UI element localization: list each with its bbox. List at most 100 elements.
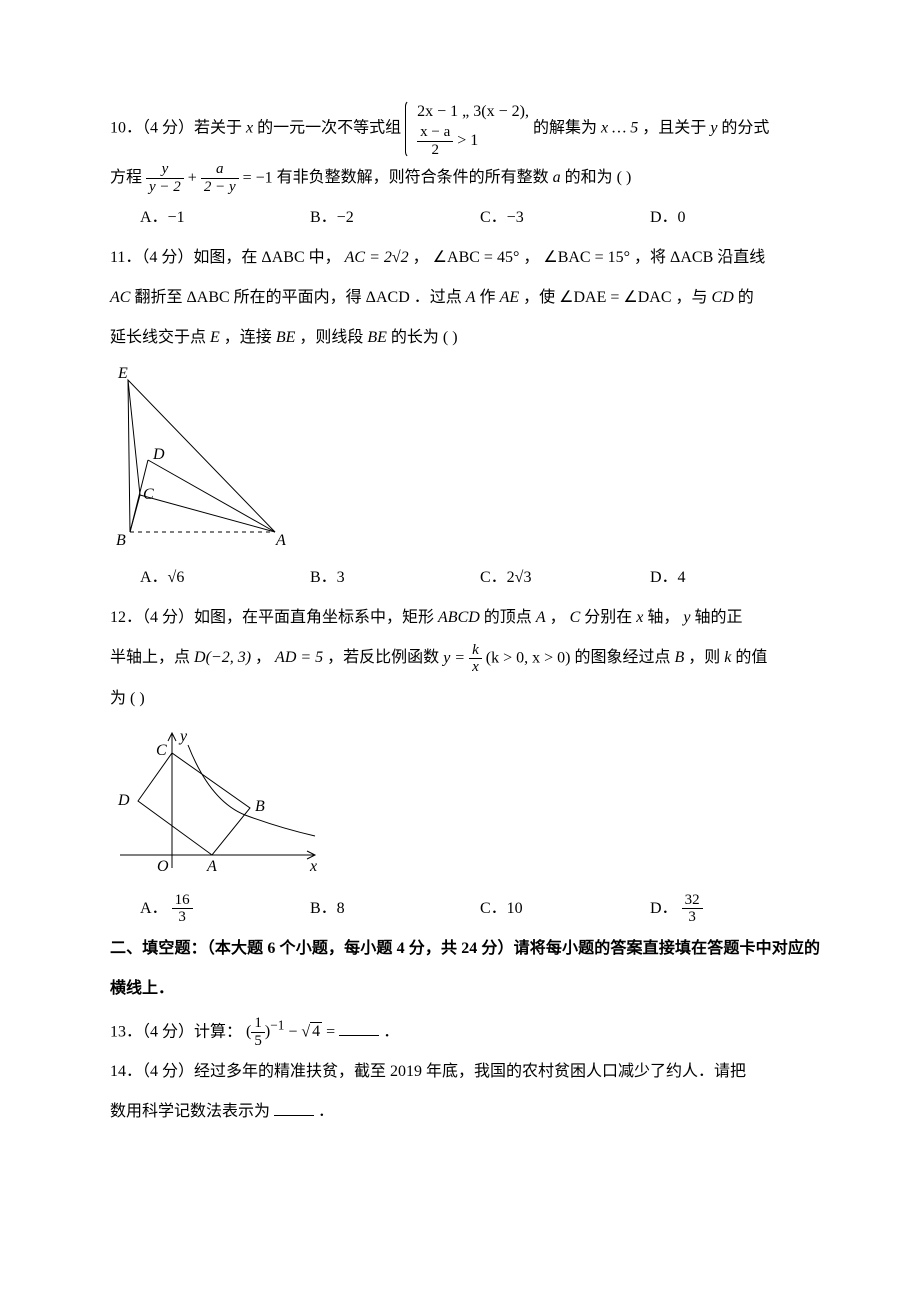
q10-prefix: 10．（4 分）若关于 <box>110 120 242 137</box>
q12-opt-d-pre: D． <box>650 900 678 917</box>
q12-label-B: B <box>255 798 265 815</box>
q13-exp: −1 <box>270 1018 284 1033</box>
q11-l2e: 作 <box>480 289 496 306</box>
q12-C: C <box>570 609 581 626</box>
q14-line2: 数用科学记数法表示为 ． <box>110 1092 820 1132</box>
q12-D: D(−2, 3) <box>194 649 251 666</box>
q11-l1a: 11．（4 分）如图，在 <box>110 249 257 266</box>
q11-edge-CA <box>140 495 275 532</box>
q12-rect-shape <box>138 753 250 855</box>
q11-tri1: ΔABC <box>261 249 304 266</box>
q10-cases-rel: > 1 <box>457 132 478 149</box>
q12-l2b: ， <box>255 649 271 666</box>
q12-opt-b: B．8 <box>310 889 480 929</box>
q12-opt-d-den: 3 <box>682 909 703 926</box>
q11-tri3: ΔABC <box>186 289 229 306</box>
q12-rect: ABCD <box>438 609 480 626</box>
q12-fn-frac: k x <box>469 642 482 676</box>
q12-label-A: A <box>206 858 217 875</box>
q12-options: A． 16 3 B．8 C．10 D． 32 3 <box>110 889 820 929</box>
q11-seg4: BE <box>367 329 387 346</box>
q11-edge-BEA <box>128 380 275 532</box>
q12-label-D: D <box>117 792 130 809</box>
q10-mid2: 的解集为 <box>533 120 597 137</box>
q12-l1b: 的顶点 <box>484 609 532 626</box>
q10-eq: = −1 <box>243 169 273 186</box>
q11-l2d: ．过点 <box>414 289 462 306</box>
q12-k: k <box>724 649 731 666</box>
q11-label-B: B <box>116 532 126 549</box>
q12-B: B <box>674 649 684 666</box>
q12-l1c: 分别在 <box>584 609 632 626</box>
q11-opt-d: D．4 <box>650 558 820 598</box>
q12-curve <box>188 745 315 836</box>
q11-l2g: ，与 <box>676 289 708 306</box>
q10-mid1: 的一元一次不等式组 <box>257 120 401 137</box>
q12-ax-x: x <box>636 609 643 626</box>
q10-plus: + <box>188 169 197 186</box>
q11-label-E: E <box>117 365 128 382</box>
q10-cases-frac: x − a 2 <box>417 124 453 158</box>
q12-fn-num: k <box>469 642 482 660</box>
q11-opt-c: C．2√3 <box>480 558 650 598</box>
q13-blank <box>339 1019 379 1036</box>
q12-l2f: 的值 <box>735 649 767 666</box>
q12-opt-a-den: 3 <box>172 909 193 926</box>
q12-opt-d-frac: 32 3 <box>682 892 703 926</box>
q13-eq: = <box>326 1023 335 1040</box>
q10-cond: x … 5 <box>601 120 638 137</box>
q13-tail: ． <box>383 1023 399 1040</box>
q12-figure: y C D B O A x <box>110 723 330 883</box>
q11-label-D: D <box>152 446 165 463</box>
q11-l2b: 翻折至 <box>134 289 182 306</box>
q10-opt-c: C．−3 <box>480 198 650 238</box>
q14-blank <box>274 1099 314 1116</box>
q11-l1c: ，将 <box>634 249 666 266</box>
q10-opt-b: B．−2 <box>310 198 480 238</box>
q12-fnpre: y = <box>443 650 465 667</box>
q12-ax-y: y <box>683 609 690 626</box>
q11-eq1: AC = 2√2 <box>345 249 409 266</box>
q11-eq3: ∠BAC = 15° <box>543 249 630 266</box>
q11-ptE: E <box>210 329 220 346</box>
q11-l2h: 的 <box>738 289 754 306</box>
q13: 13．（4 分）计算： ( 1 5 )−1 − √4 = ． <box>110 1009 820 1053</box>
q11-l1b: 中， <box>309 249 341 266</box>
q12-opt-a: A． 16 3 <box>140 889 310 929</box>
q10-x: x <box>246 120 253 137</box>
q12-l2a: 半轴上，点 <box>110 649 190 666</box>
q12-l1a: 12．（4 分）如图，在平面直角坐标系中，矩形 <box>110 609 434 626</box>
q11-seg1: AE <box>500 289 520 306</box>
q10-line2b: 有非负整数解，则符合条件的所有整数 <box>277 169 549 186</box>
q12-opt-d: D． 32 3 <box>650 889 820 929</box>
q10-opt-d: D．0 <box>650 198 820 238</box>
q12-A: A <box>536 609 546 626</box>
q10-frac2: a 2 − y <box>201 161 239 195</box>
q12-line2: 半轴上，点 D(−2, 3) ， AD = 5 ，若反比例函数 y = k x … <box>110 638 820 678</box>
q11-edge-EC <box>128 380 140 495</box>
q11-options: A．√6 B．3 C．2√3 D．4 <box>110 558 820 598</box>
q12-l1d: 轴， <box>647 609 679 626</box>
q11-line1: 11．（4 分）如图，在 ΔABC 中， AC = 2√2 ， ∠ABC = 4… <box>110 238 820 278</box>
q10-line1: 10．（4 分）若关于 x 的一元一次不等式组 2x − 1 „ 3(x − 2… <box>110 100 820 158</box>
q10-cases: 2x − 1 „ 3(x − 2), x − a 2 > 1 <box>405 100 529 158</box>
q10-cases-row2: x − a 2 > 1 <box>417 124 529 158</box>
q11-line2: AC 翻折至 ΔABC 所在的平面内，得 ΔACD ．过点 A 作 AE ，使 … <box>110 278 820 318</box>
q13-base-num: 1 <box>251 1015 265 1033</box>
q10-mid4: 的分式 <box>721 120 769 137</box>
q11-opt-b: B．3 <box>310 558 480 598</box>
q12-label-y: y <box>178 728 188 745</box>
q11-label-C: C <box>143 486 154 503</box>
q11-l2c: 所在的平面内，得 <box>234 289 362 306</box>
q10-frac2-num: a <box>201 161 239 179</box>
q11-l3a: 延长线交于点 <box>110 329 206 346</box>
q11-l3c: ，则线段 <box>299 329 363 346</box>
q12-opt-a-num: 16 <box>172 892 193 910</box>
q12-opt-a-frac: 16 3 <box>172 892 193 926</box>
q10-cases-row1: 2x − 1 „ 3(x − 2), <box>417 100 529 124</box>
q10-frac1-den: y − 2 <box>146 179 184 196</box>
q11-l2f: ，使 <box>523 289 555 306</box>
section2-title: 二、填空题：（本大题 6 个小题，每小题 4 分，共 24 分）请将每小题的答案… <box>110 929 820 1009</box>
q11-sep1: ， <box>413 249 429 266</box>
q12-l2c: ，若反比例函数 <box>327 649 439 666</box>
